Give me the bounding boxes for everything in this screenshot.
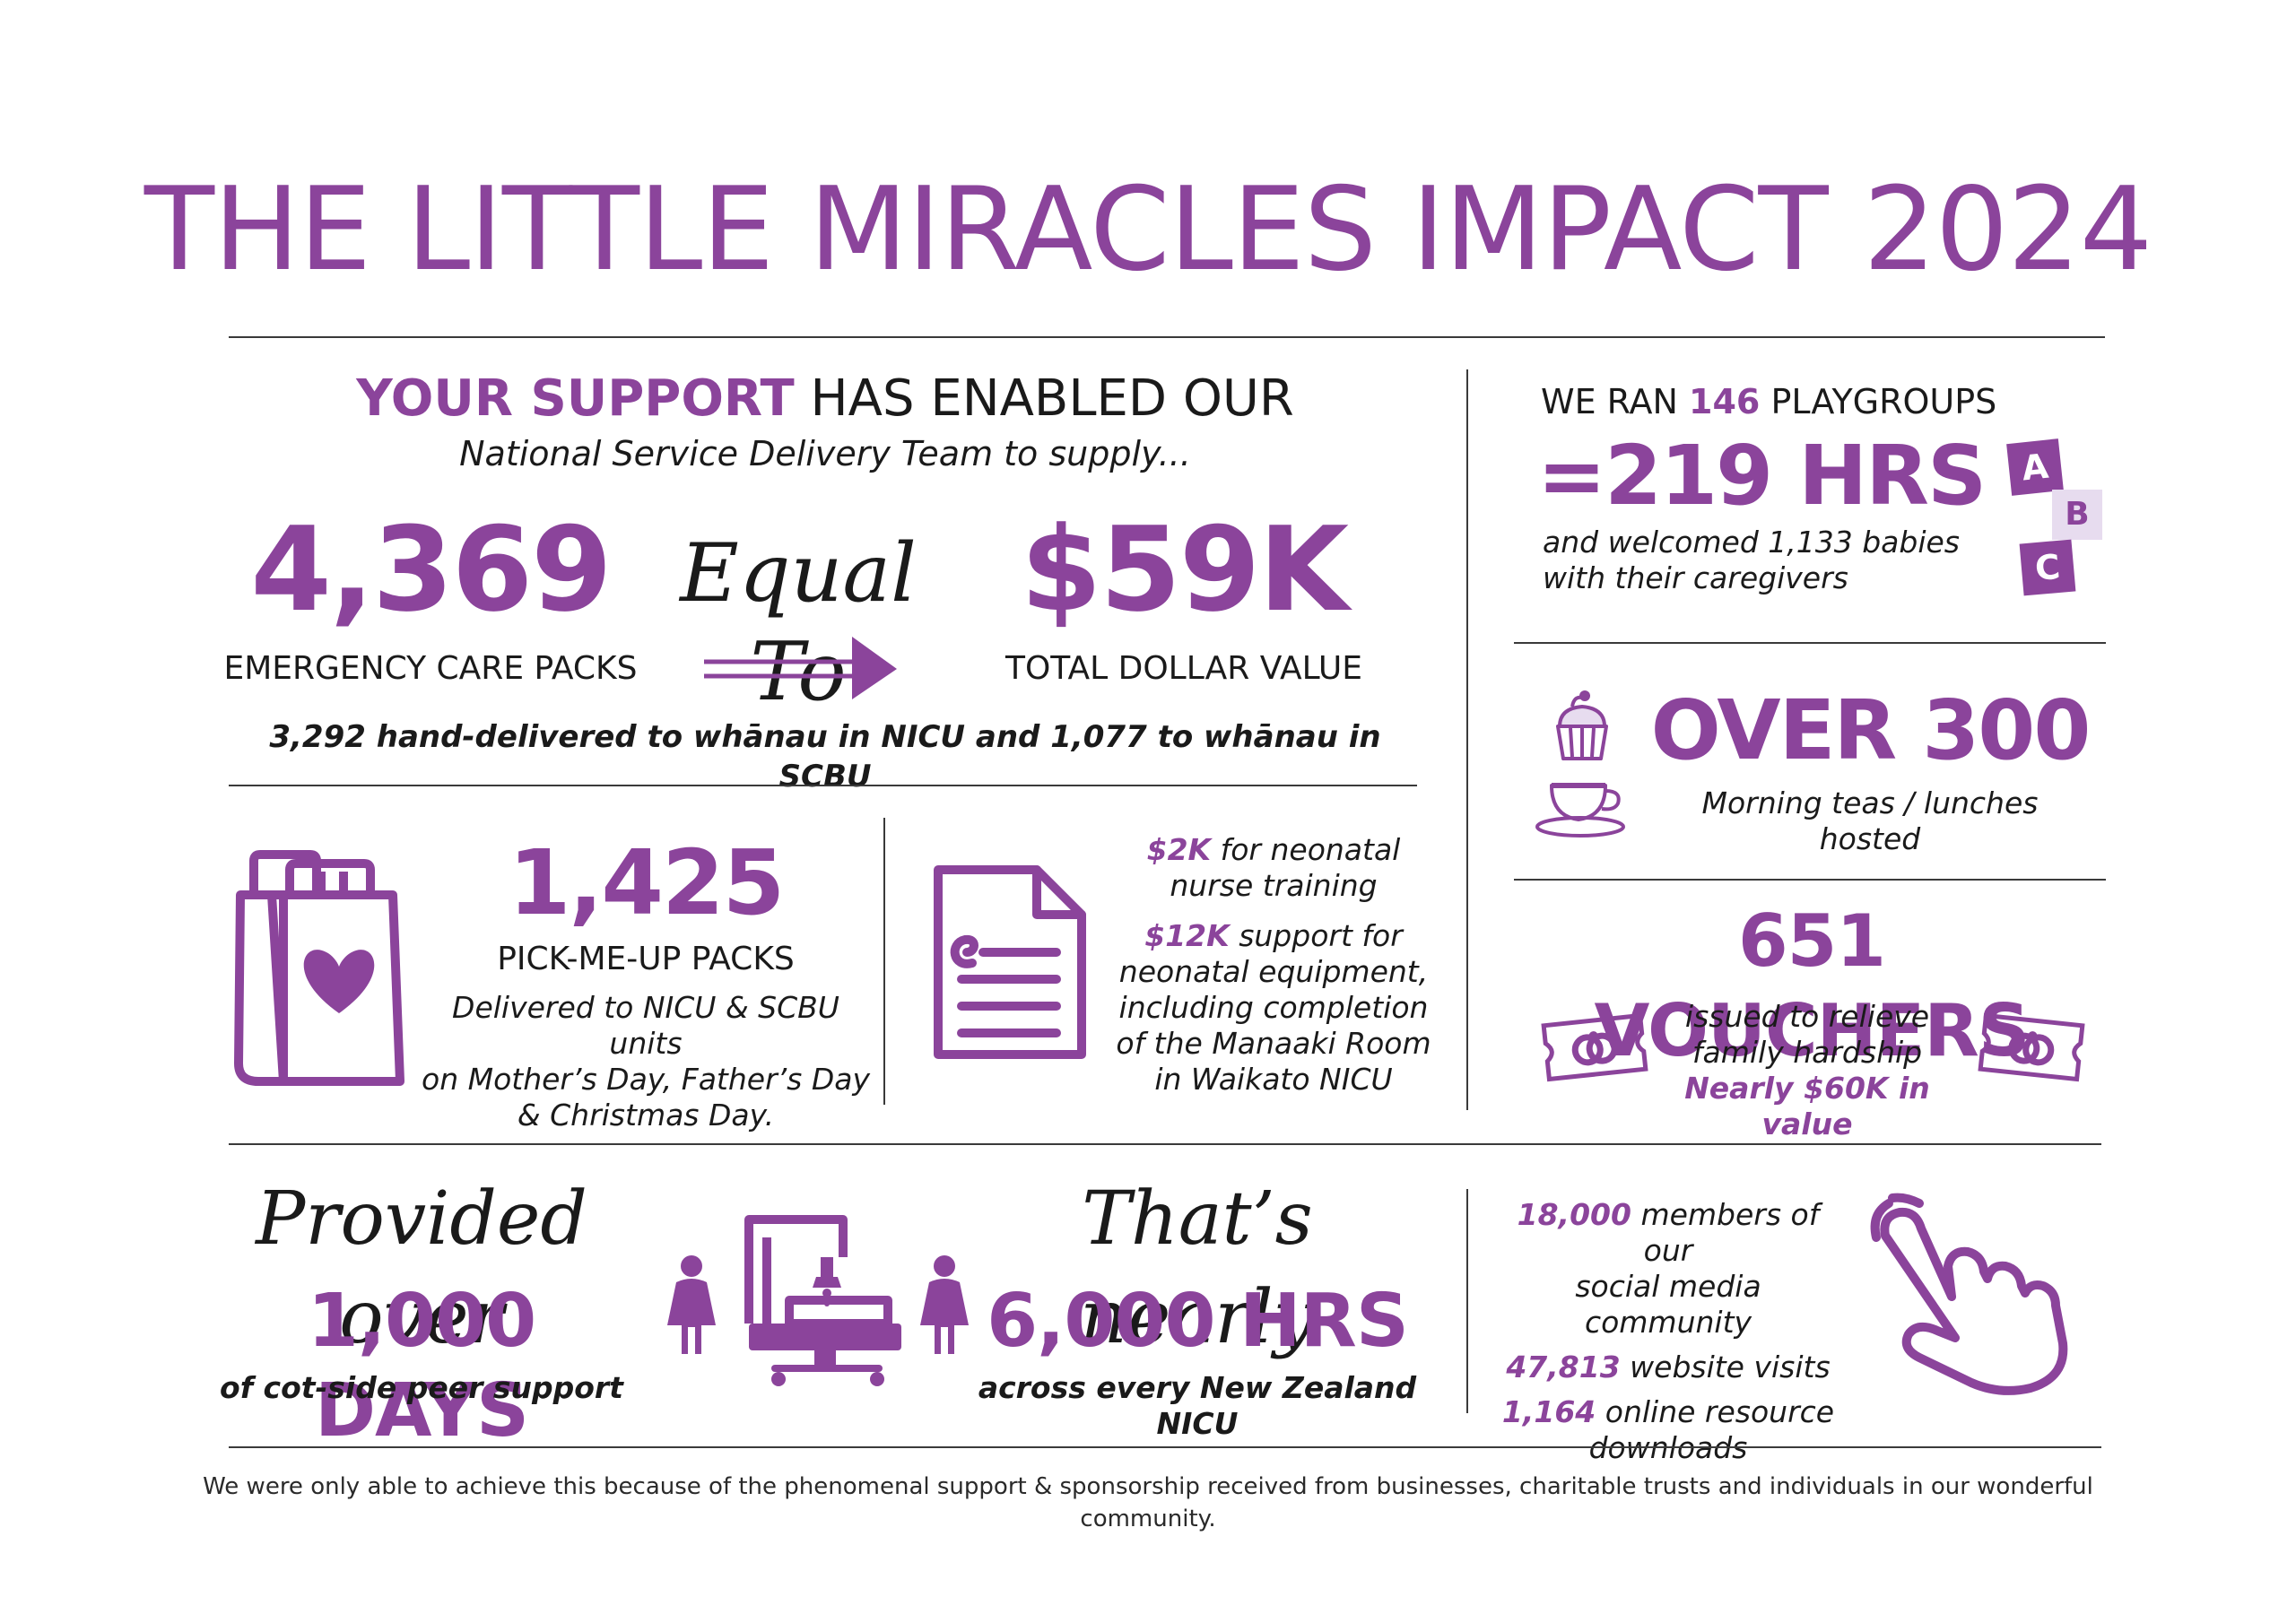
divider-teas xyxy=(1514,879,2106,881)
funding-text: nurse training xyxy=(1170,868,1378,903)
nicu-incubator-icon xyxy=(667,1215,969,1386)
pick-me-up-label: PICK-ME-UP PACKS xyxy=(497,941,795,977)
support-heading-bold: YOUR SUPPORT xyxy=(356,369,795,428)
cupcake-icon xyxy=(1556,690,1608,760)
block-b-icon: B xyxy=(2052,490,2102,540)
peer-label: of cot-side peer support xyxy=(220,1370,623,1405)
visits-text: website visits xyxy=(1620,1350,1831,1384)
funding-equipment: $12K support for neonatal equipment, inc… xyxy=(1103,918,1444,1098)
document-icon xyxy=(934,865,1086,1059)
funding-text: for neonatal xyxy=(1211,832,1401,867)
divider-online xyxy=(1466,1189,1468,1413)
arrow-right-icon xyxy=(704,637,897,699)
divider-playgroups xyxy=(1514,642,2106,644)
vouchers-value: 651 VOUCHERS xyxy=(1594,899,2030,1072)
voucher-ticket-icon xyxy=(1978,1012,2085,1082)
funding-text: including completion xyxy=(1118,990,1429,1025)
online-stats: 18,000 members of our social media commu… xyxy=(1489,1197,1848,1466)
peer-value: 1,000 DAYS xyxy=(307,1279,536,1454)
playgroups-lead: WE RAN xyxy=(1541,382,1690,421)
playgroups-count: 146 xyxy=(1689,382,1761,421)
divider-top xyxy=(229,336,2105,338)
teas-value: OVER 300 xyxy=(1650,682,2092,778)
funding-text: neonatal equipment, xyxy=(1118,954,1429,989)
funding-amount: $12K xyxy=(1144,918,1230,953)
funding-text: in Waikato NICU xyxy=(1154,1062,1393,1097)
vouchers-note: issued to relieve family hardship Nearly… xyxy=(1659,999,1955,1142)
pick-me-up-value: 1,425 xyxy=(508,830,785,935)
emergency-packs-label: EMERGENCY CARE PACKS xyxy=(223,650,638,687)
hours-label: across every New Zealand NICU xyxy=(978,1370,1417,1441)
page-title: THE LITTLE MIRACLES IMPACT 2024 xyxy=(144,163,2152,297)
support-subline: National Service Delivery Team to supply… xyxy=(459,434,1191,473)
vouchers-note-line: family hardship xyxy=(1692,1035,1923,1070)
support-heading: YOUR SUPPORT HAS ENABLED OUR xyxy=(229,368,1422,430)
members-text: social media community xyxy=(1575,1269,1761,1340)
downloads-text: downloads xyxy=(1588,1430,1748,1465)
funding-text: support for xyxy=(1229,918,1403,953)
members-value: 18,000 xyxy=(1517,1197,1631,1232)
pick-me-up-note-line: on Mother’s Day, Father’s Day xyxy=(422,1062,870,1097)
funding-nurse-training: $2K for neonatal nurse training xyxy=(1103,832,1444,904)
block-a-icon: A xyxy=(2006,438,2064,496)
delivered-note: 3,292 hand-delivered to whānau in NICU a… xyxy=(269,719,1381,794)
members-text: members of our xyxy=(1631,1197,1820,1268)
hours-value: 6,000 HRS xyxy=(987,1279,1409,1364)
funding-amount: $2K xyxy=(1146,832,1212,867)
teas-label: Morning teas / lunches hosted xyxy=(1701,785,2039,856)
downloads-text: online resource xyxy=(1596,1394,1835,1429)
support-heading-rest: HAS ENABLED OUR xyxy=(794,369,1294,428)
teacup-icon xyxy=(1535,783,1625,838)
pointing-hand-icon xyxy=(1870,1193,2068,1395)
visits-value: 47,813 xyxy=(1506,1350,1621,1384)
footer-note: We were only able to achieve this becaus… xyxy=(203,1473,2093,1532)
emergency-packs-value: 4,369 xyxy=(250,501,612,638)
playgroups-rest: PLAYGROUPS xyxy=(1760,382,1997,421)
divider-bottom-section xyxy=(229,1143,2101,1145)
dollar-label: TOTAL DOLLAR VALUE xyxy=(1004,650,1363,687)
pick-me-up-note-line: Delivered to NICU & SCBU units xyxy=(452,990,839,1061)
dollar-value: $59K xyxy=(1020,501,1349,638)
funding-text: of the Manaaki Room xyxy=(1116,1026,1431,1061)
divider-footer xyxy=(229,1446,2101,1448)
downloads-value: 1,164 xyxy=(1501,1394,1596,1429)
equal-to-script: Equal To xyxy=(680,526,917,719)
shopping-bag-heart-icon xyxy=(234,850,404,1086)
playgroups-note-line: with their caregivers xyxy=(1543,560,1848,595)
divider-pickme xyxy=(883,818,885,1105)
block-c-icon: C xyxy=(2019,539,2076,596)
vouchers-note-value: Nearly $60K in value xyxy=(1684,1071,1930,1141)
pick-me-up-note: Delivered to NICU & SCBU units on Mother… xyxy=(422,990,870,1133)
divider-support xyxy=(229,785,1417,786)
pick-me-up-note-line: & Christmas Day. xyxy=(517,1098,775,1133)
vouchers-note-line: issued to relieve xyxy=(1684,999,1930,1034)
peer-script: Provided over xyxy=(256,1176,587,1360)
playgroups-note: and welcomed 1,133 babies with their car… xyxy=(1543,525,1960,596)
voucher-ticket-icon xyxy=(1541,1012,1648,1082)
playgroups-hours: =219 HRS xyxy=(1537,428,1987,524)
hours-script: That’s nearly xyxy=(1080,1176,1315,1360)
divider-right-column xyxy=(1466,369,1468,1110)
playgroups-heading: WE RAN 146 PLAYGROUPS xyxy=(1541,380,1996,423)
playgroups-note-line: and welcomed 1,133 babies xyxy=(1543,525,1960,560)
